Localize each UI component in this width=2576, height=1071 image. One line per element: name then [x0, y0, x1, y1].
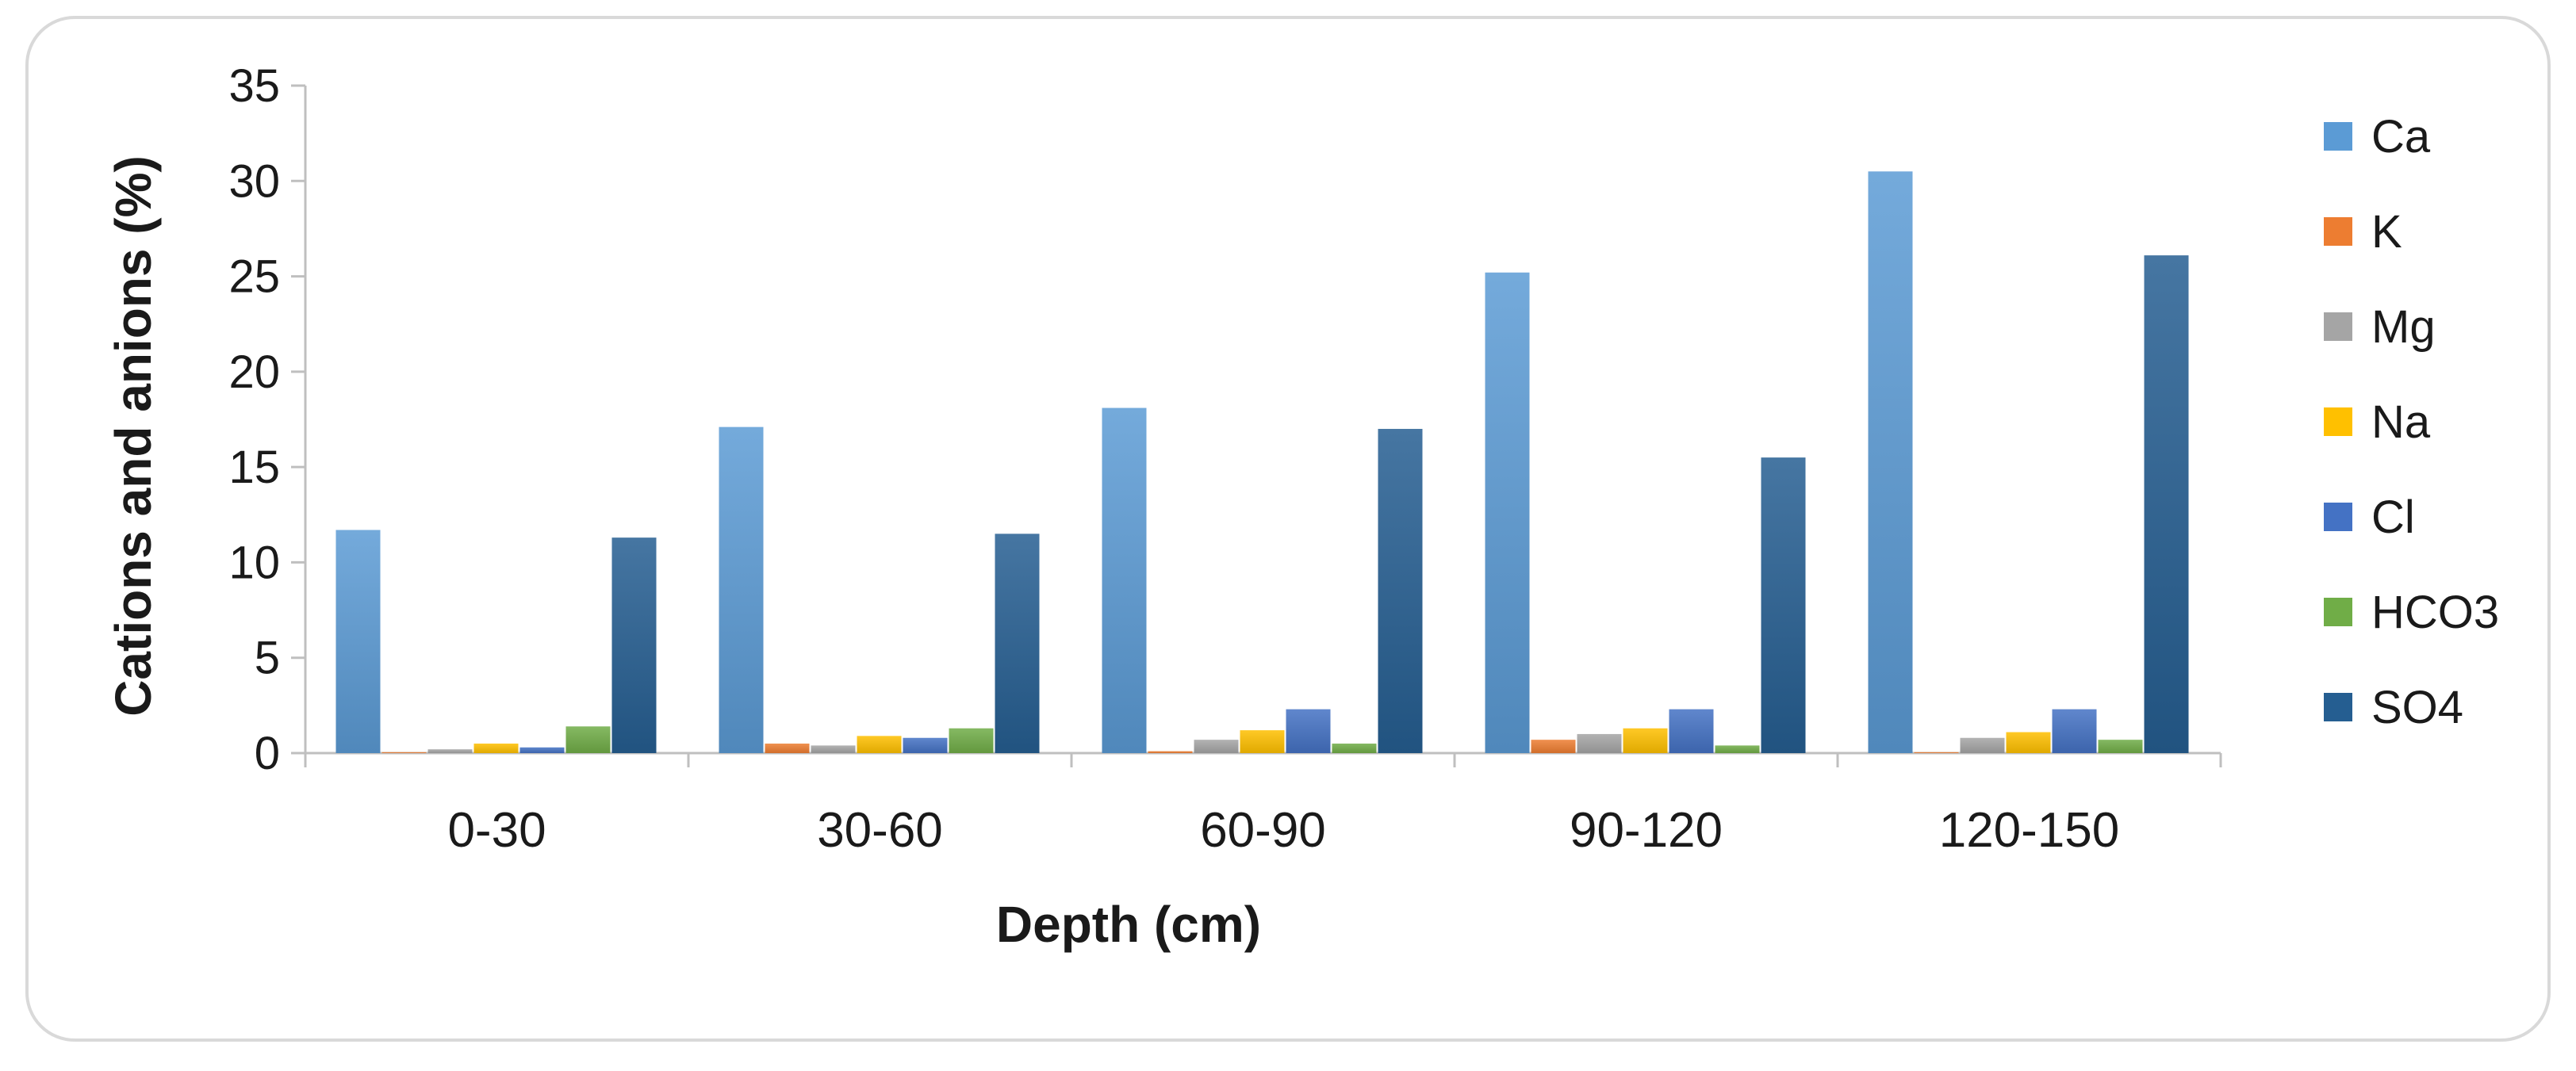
bar-k-60-90 [1148, 751, 1193, 753]
legend: Ca K Mg Na Cl HCO3 SO4 [2324, 111, 2499, 733]
y-tick-label: 0 [255, 728, 280, 779]
legend-label-na: Na [2371, 396, 2431, 448]
legend-label-k: K [2371, 206, 2402, 258]
bar-ca-30-60 [719, 426, 764, 753]
y-tick-label: 10 [228, 537, 280, 588]
bar-so4-90-120 [1761, 457, 1806, 753]
bar-cl-60-90 [1286, 709, 1331, 753]
legend-swatch-mg [2324, 312, 2352, 341]
bar-cl-30-60 [903, 737, 948, 753]
y-tick-label: 30 [228, 155, 280, 207]
bar-ca-120-150 [1868, 171, 1913, 753]
bar-hco3-0-30 [565, 726, 611, 753]
x-tick-label: 90-120 [1570, 803, 1723, 858]
bar-so4-60-90 [1378, 429, 1423, 753]
x-tick-label: 60-90 [1200, 803, 1326, 858]
bar-na-120-150 [2006, 732, 2051, 753]
legend-swatch-so4 [2324, 693, 2352, 721]
bar-so4-30-60 [995, 534, 1040, 753]
bar-so4-120-150 [2144, 255, 2189, 753]
y-tick-label: 5 [255, 633, 280, 684]
y-tick-label: 35 [228, 60, 280, 112]
bar-ca-0-30 [335, 530, 381, 753]
legend-label-so4: SO4 [2371, 682, 2463, 733]
bar-mg-30-60 [811, 745, 856, 753]
bar-mg-90-120 [1577, 733, 1622, 753]
bar-mg-0-30 [427, 749, 473, 753]
y-tick-label: 25 [228, 251, 280, 303]
bars [335, 171, 2189, 753]
y-axis-label: Cations and anions (%) [105, 155, 162, 717]
bar-cl-0-30 [519, 747, 565, 753]
bar-hco3-30-60 [949, 728, 994, 753]
legend-swatch-cl [2324, 503, 2352, 531]
bar-na-0-30 [473, 743, 519, 753]
legend-swatch-na [2324, 407, 2352, 436]
bar-so4-0-30 [611, 537, 657, 753]
bar-hco3-90-120 [1715, 745, 1760, 753]
x-tick-label: 30-60 [817, 803, 943, 858]
chart-border [25, 16, 2551, 1042]
x-tick-label: 120-150 [1939, 803, 2120, 858]
bar-ca-90-120 [1485, 272, 1530, 753]
legend-label-ca: Ca [2371, 111, 2431, 163]
bar-na-30-60 [857, 736, 902, 753]
bar-na-60-90 [1240, 730, 1285, 753]
legend-label-cl: Cl [2371, 492, 2415, 543]
bar-cl-90-120 [1669, 709, 1714, 753]
legend-label-hco3: HCO3 [2371, 587, 2499, 638]
y-tick-label: 20 [228, 346, 280, 398]
bar-k-90-120 [1531, 740, 1576, 753]
x-tick-label: 0-30 [447, 803, 546, 858]
bar-k-0-30 [381, 752, 427, 753]
legend-swatch-k [2324, 217, 2352, 246]
legend-swatch-ca [2324, 122, 2352, 151]
bar-hco3-120-150 [2098, 740, 2143, 753]
x-axis-label: Depth (cm) [996, 896, 1261, 953]
y-tick-label: 15 [228, 442, 280, 493]
bar-hco3-60-90 [1332, 743, 1377, 753]
y-axis: 0 5 10 15 20 25 30 35 [228, 60, 307, 779]
bar-ca-60-90 [1102, 407, 1147, 753]
legend-label-mg: Mg [2371, 301, 2436, 353]
bar-mg-60-90 [1194, 740, 1239, 753]
bar-k-120-150 [1914, 752, 1959, 753]
bar-k-30-60 [765, 743, 810, 753]
bar-na-90-120 [1623, 728, 1668, 753]
bar-mg-120-150 [1960, 737, 2005, 753]
legend-swatch-hco3 [2324, 598, 2352, 626]
bar-cl-120-150 [2052, 709, 2097, 753]
